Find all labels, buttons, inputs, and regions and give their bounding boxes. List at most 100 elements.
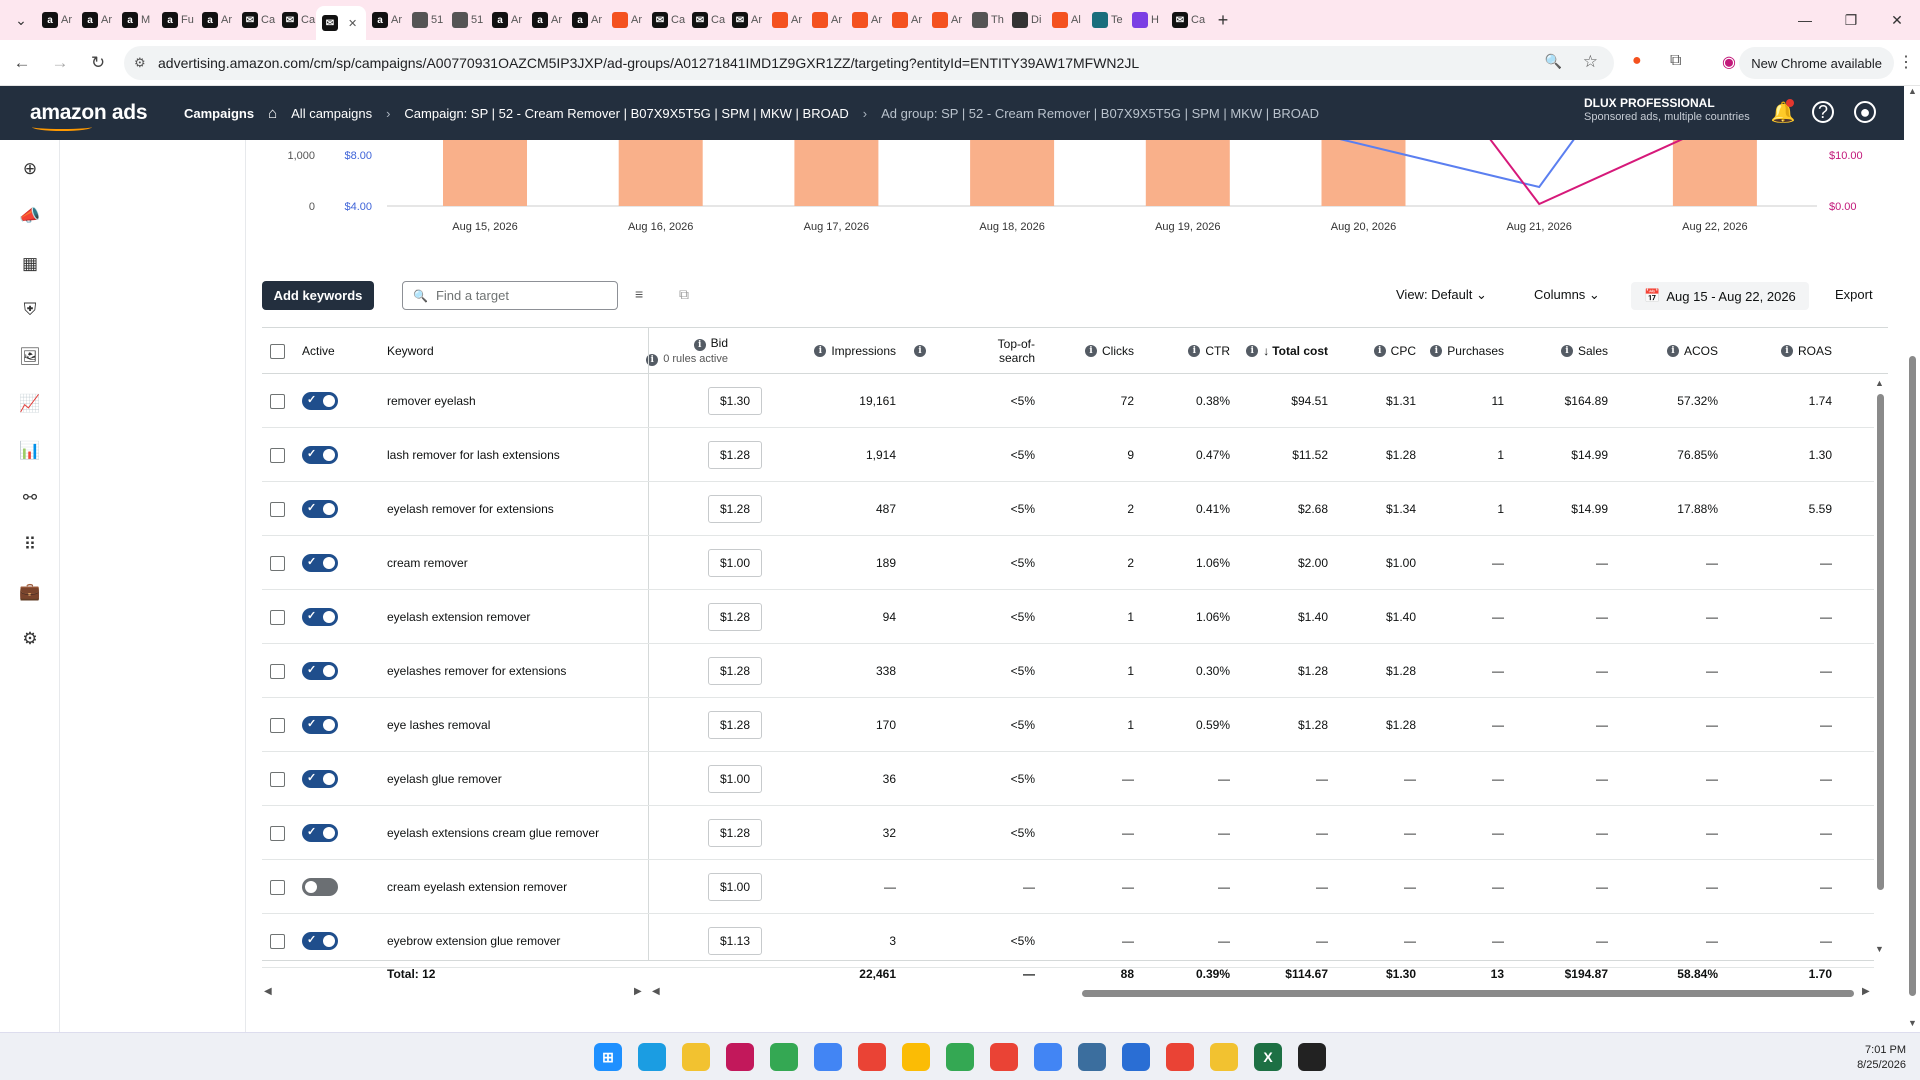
checkbox[interactable] (270, 555, 285, 571)
header-sales[interactable]: i Sales (1522, 328, 1608, 374)
browser-tab[interactable]: ✉ ✕ (316, 6, 366, 40)
notepad-icon[interactable] (1122, 1043, 1150, 1071)
bid-input[interactable]: $1.28 (708, 441, 762, 469)
browser-tab[interactable]: ✉ Ca (276, 5, 316, 35)
new-tab-button[interactable]: + (1217, 9, 1229, 30)
active-toggle[interactable]: ✓ (302, 428, 338, 482)
active-toggle[interactable]: ✓ (302, 914, 338, 968)
browser-tab[interactable]: Te (1086, 5, 1126, 35)
scroll-right-arrow-icon[interactable]: ▶ (634, 986, 642, 997)
scroll-down-arrow-icon[interactable]: ▼ (1875, 944, 1884, 954)
browser-tab[interactable]: 51 (406, 5, 446, 35)
checkbox[interactable] (270, 879, 285, 895)
close-window-icon[interactable]: ✕ (1891, 11, 1903, 28)
toggle-switch[interactable]: ✓ (302, 446, 338, 464)
extension-icon[interactable]: ● (1632, 52, 1642, 69)
checkbox[interactable] (270, 663, 285, 679)
bid-input[interactable]: $1.00 (708, 765, 762, 793)
header-cpc[interactable]: i CPC (1342, 328, 1416, 374)
checkbox[interactable] (270, 501, 285, 517)
info-icon[interactable]: i (1780, 345, 1793, 357)
profile-icon[interactable]: ◉ (1722, 54, 1736, 71)
toggle-switch[interactable]: ✓ (302, 770, 338, 788)
checkbox[interactable] (270, 393, 285, 409)
media-player-icon[interactable] (1298, 1043, 1326, 1071)
user-account-icon[interactable]: ● (1854, 101, 1876, 123)
chrome-icon[interactable] (990, 1043, 1018, 1071)
browser-tab[interactable]: Ar (766, 5, 806, 35)
header-top-of-search[interactable]: Top-of-search (942, 328, 1035, 374)
chrome-icon[interactable] (1166, 1043, 1194, 1071)
vertical-scrollbar[interactable]: ▲ ▼ (1872, 378, 1888, 954)
active-toggle[interactable]: ✓ (302, 806, 338, 860)
create-plus-circle-icon[interactable]: ⊕ (22, 159, 38, 178)
row-checkbox[interactable] (270, 482, 285, 536)
info-icon[interactable]: i (1560, 345, 1573, 357)
browser-tab[interactable]: a Ar (366, 5, 406, 35)
restore-icon[interactable]: ❐ (1844, 11, 1858, 28)
row-checkbox[interactable] (270, 374, 285, 428)
copy-icon[interactable]: ⧉ (679, 286, 689, 302)
edge-icon[interactable] (638, 1043, 666, 1071)
header-keyword[interactable]: Keyword (387, 344, 434, 358)
close-tab-icon[interactable]: ✕ (348, 17, 358, 30)
browser-tab[interactable]: a Ar (486, 5, 526, 35)
reload-icon[interactable]: ↻ (90, 52, 106, 72)
info-icon[interactable]: i (814, 345, 827, 357)
checkbox[interactable] (270, 609, 285, 625)
new-chrome-available-button[interactable]: New Chrome available (1739, 47, 1894, 79)
bid-input[interactable]: $1.13 (708, 927, 762, 955)
find-target-input[interactable]: 🔍 Find a target (402, 281, 618, 310)
columns-dropdown[interactable]: Columns ⌄ (1534, 287, 1600, 303)
bid-input[interactable]: $1.28 (708, 495, 762, 523)
zoom-icon[interactable]: 🔍 (1544, 53, 1562, 69)
active-toggle[interactable]: ✓ (302, 482, 338, 536)
toggle-switch[interactable]: ✓ (302, 824, 338, 842)
file-explorer-icon[interactable] (682, 1043, 710, 1071)
browser-tab[interactable]: Ar (806, 5, 846, 35)
home-icon[interactable]: ⌂ (268, 104, 278, 122)
browser-tab[interactable]: ✉ Ca (646, 5, 686, 35)
browser-tab[interactable]: a Ar (76, 5, 116, 35)
images-icon[interactable]: 🖼 (19, 347, 41, 366)
info-icon[interactable]: i (1188, 345, 1201, 357)
add-keywords-button[interactable]: Add keywords (262, 281, 374, 310)
scroll-down-arrow-icon[interactable]: ▼ (1908, 1018, 1917, 1028)
site-info-icon[interactable]: ⚙ (134, 55, 146, 70)
scroll-left-arrow-icon[interactable]: ◀ (652, 986, 660, 997)
active-toggle[interactable]: ✓ (302, 752, 338, 806)
chrome-icon[interactable] (814, 1043, 842, 1071)
bid-input[interactable]: $1.28 (708, 819, 762, 847)
chrome-menu-icon[interactable]: ⋮ (1898, 54, 1914, 71)
checkbox[interactable] (270, 717, 285, 733)
browser-tab[interactable]: Al (1046, 5, 1086, 35)
bid-input[interactable]: $1.00 (708, 549, 762, 577)
url-bar[interactable]: ⚙ advertising.amazon.com/cm/sp/campaigns… (124, 46, 1614, 80)
checkbox[interactable] (270, 343, 285, 359)
chrome-icon[interactable] (946, 1043, 974, 1071)
tab-search-chevron-icon[interactable]: ⌄ (15, 11, 27, 28)
browser-tab[interactable]: ✉ Ca (236, 5, 276, 35)
megaphone-icon[interactable]: 📣 (19, 206, 41, 225)
snipping-tool-icon[interactable] (726, 1043, 754, 1071)
chrome-icon[interactable] (1034, 1043, 1062, 1071)
row-checkbox[interactable] (270, 698, 285, 752)
bid-input[interactable]: $1.28 (708, 603, 762, 631)
header-roas[interactable]: i ROAS (1742, 328, 1832, 374)
active-toggle[interactable]: ✓ (302, 590, 338, 644)
browser-tab[interactable]: a Ar (36, 5, 76, 35)
checkbox[interactable] (270, 447, 285, 463)
chrome-icon[interactable] (902, 1043, 930, 1071)
header-impressions[interactable]: i Impressions (762, 328, 896, 374)
bookmark-star-icon[interactable]: ☆ (1582, 52, 1598, 71)
active-toggle[interactable] (302, 860, 338, 914)
excel-icon[interactable]: X (1254, 1043, 1282, 1071)
remote-desktop-icon[interactable] (1078, 1043, 1106, 1071)
browser-tab[interactable]: Ar (886, 5, 926, 35)
active-toggle[interactable]: ✓ (302, 536, 338, 590)
view-dropdown[interactable]: View: Default ⌄ (1396, 287, 1487, 303)
scroll-up-arrow-icon[interactable]: ▲ (1875, 378, 1884, 388)
bid-input[interactable]: $1.28 (708, 711, 762, 739)
export-button[interactable]: Export (1835, 287, 1873, 302)
scroll-up-arrow-icon[interactable]: ▲ (1908, 86, 1917, 96)
